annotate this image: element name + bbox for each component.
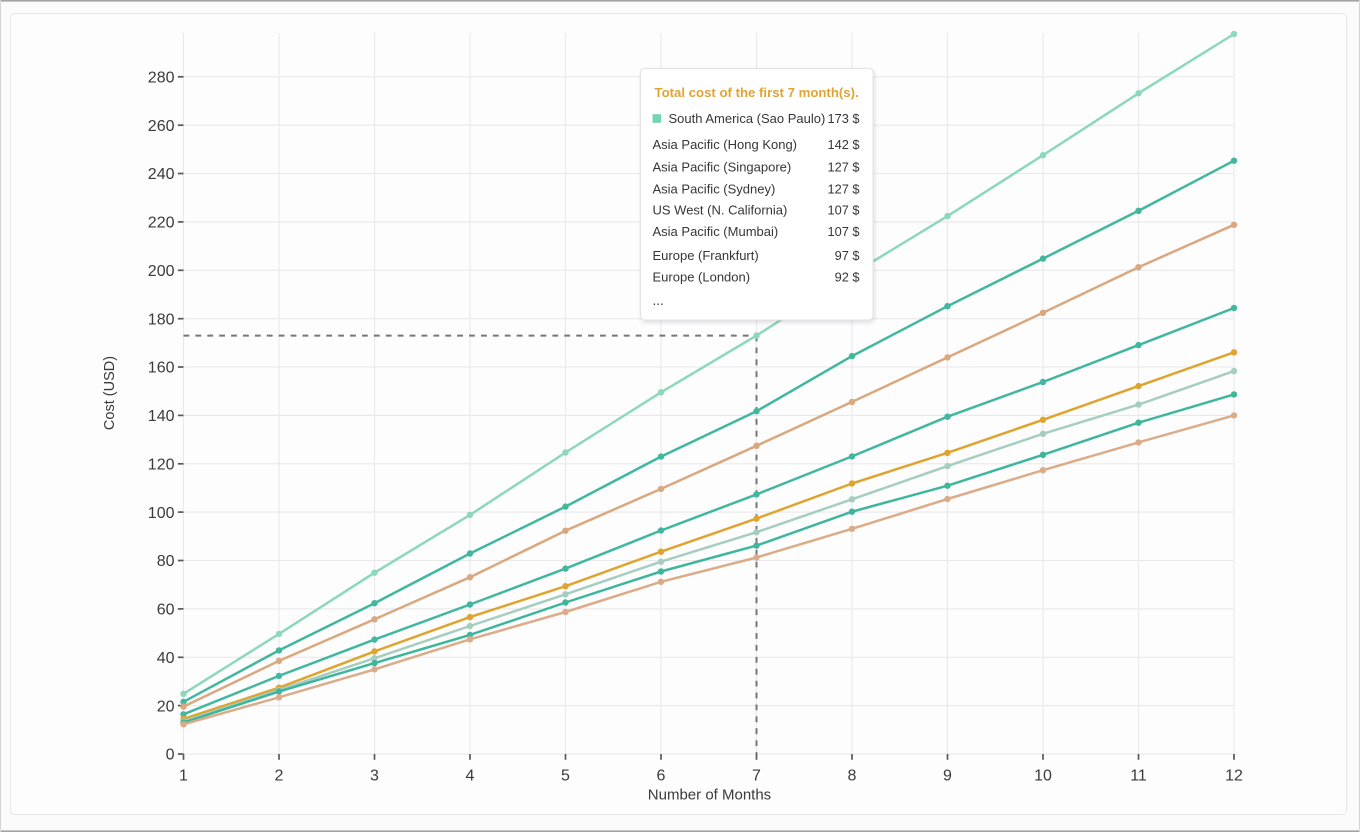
svg-text:160: 160 [148,360,175,377]
svg-text:140: 140 [148,408,175,425]
svg-text:200: 200 [148,263,175,280]
svg-text:Total cost of the first 7 mont: Total cost of the first 7 month(s). [655,85,859,100]
svg-text:Asia Pacific (Mumbai): Asia Pacific (Mumbai) [653,224,779,239]
svg-text:173 $: 173 $ [827,111,859,126]
svg-text:40: 40 [157,650,175,667]
svg-text:127 $: 127 $ [827,181,859,196]
svg-text:240: 240 [148,166,175,183]
svg-text:Cost (USD): Cost (USD) [102,356,118,430]
svg-text:142 $: 142 $ [827,137,859,152]
svg-text:12: 12 [1225,768,1243,785]
svg-text:6: 6 [657,768,666,785]
svg-text:92 $: 92 $ [835,269,860,284]
svg-text:60: 60 [157,602,175,619]
svg-text:Asia Pacific (Hong Kong): Asia Pacific (Hong Kong) [653,137,798,152]
svg-text:260: 260 [148,118,175,135]
svg-text:8: 8 [848,768,857,785]
svg-text:US West (N. California): US West (N. California) [653,202,788,217]
svg-text:10: 10 [1034,768,1052,785]
svg-text:97 $: 97 $ [835,248,860,263]
svg-text:3: 3 [370,768,379,785]
svg-text:4: 4 [466,768,475,785]
svg-text:127 $: 127 $ [827,159,859,174]
svg-text:Asia Pacific (Singapore): Asia Pacific (Singapore) [653,159,792,174]
svg-text:Asia Pacific (Sydney): Asia Pacific (Sydney) [653,181,776,196]
svg-text:9: 9 [943,768,952,785]
svg-text:80: 80 [157,553,175,570]
svg-text:0: 0 [166,747,175,764]
svg-text:2: 2 [275,768,284,785]
svg-text:107 $: 107 $ [827,202,859,217]
svg-text:1: 1 [179,768,188,785]
svg-text:5: 5 [561,768,570,785]
svg-text:Number of Months: Number of Months [648,787,771,804]
svg-text:7: 7 [752,768,761,785]
svg-text:...: ... [653,293,664,308]
svg-text:11: 11 [1130,768,1147,785]
svg-text:20: 20 [157,698,175,715]
svg-text:120: 120 [148,457,175,474]
svg-text:280: 280 [148,70,175,87]
svg-text:220: 220 [148,215,175,232]
svg-text:180: 180 [148,311,175,328]
svg-text:South America (Sao Paulo): South America (Sao Paulo) [669,111,826,126]
svg-text:Europe (London): Europe (London) [653,269,751,284]
svg-text:107 $: 107 $ [827,224,859,239]
svg-text:100: 100 [148,505,175,522]
svg-text:Europe (Frankfurt): Europe (Frankfurt) [653,248,759,263]
